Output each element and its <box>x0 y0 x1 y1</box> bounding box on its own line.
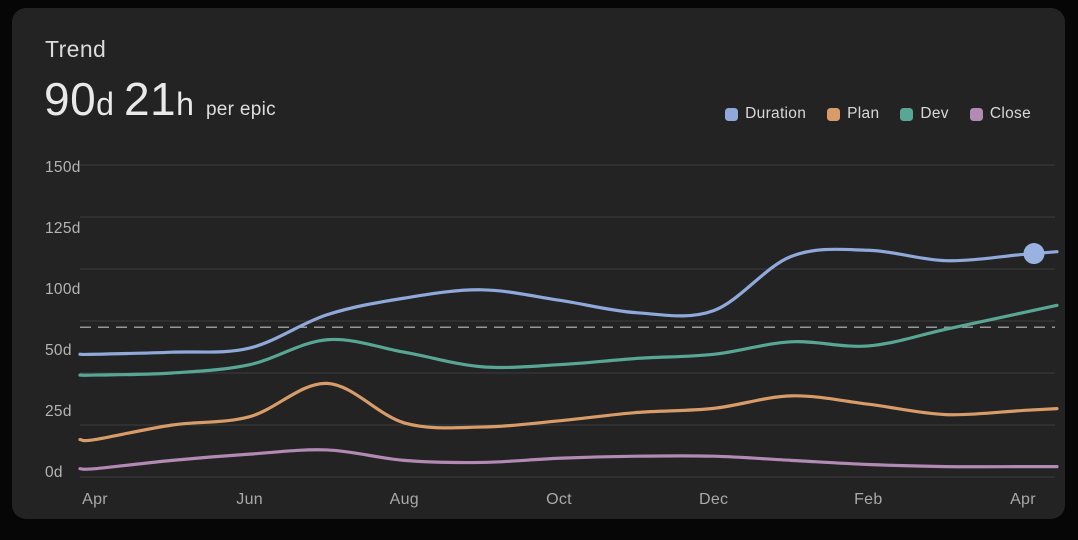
metric-suffix: per epic <box>205 99 276 120</box>
trend-chart <box>78 164 1059 478</box>
legend-swatch-icon <box>827 107 841 121</box>
metric-hours-unit: h <box>176 86 194 122</box>
legend-swatch-icon <box>969 107 983 121</box>
series-line-plan <box>78 381 1059 443</box>
legend-swatch-icon <box>900 107 914 121</box>
x-axis-tick-label: Oct <box>546 491 572 508</box>
metric-hours: 21 <box>123 73 177 125</box>
page-title: Trend <box>45 36 107 62</box>
legend-item-plan[interactable]: Plan <box>827 105 879 123</box>
x-axis-tick-label: Apr <box>1010 491 1036 508</box>
y-axis-tick-label: 50d <box>45 341 72 359</box>
chart-legend: Duration Plan Dev Close <box>725 105 1031 123</box>
x-axis-tick-label: Feb <box>854 491 883 508</box>
y-axis-tick-label: 100d <box>45 280 81 298</box>
legend-label: Duration <box>745 105 807 122</box>
series-line-duration <box>78 247 1059 357</box>
series-line-close <box>78 448 1059 471</box>
metric-value: 90 d 21 h per epic <box>44 72 276 126</box>
y-axis-tick-label: 150d <box>45 158 81 176</box>
metric-days-unit: d <box>96 86 114 122</box>
x-axis-tick-label: Apr <box>82 491 108 508</box>
trend-card: Trend 90 d 21 h per epic Duration Plan Dev… <box>12 8 1065 519</box>
legend-label: Plan <box>847 105 880 122</box>
legend-item-close[interactable]: Close <box>969 105 1031 123</box>
y-axis-tick-label: 0d <box>45 463 63 481</box>
legend-label: Close <box>989 105 1031 122</box>
legend-item-duration[interactable]: Duration <box>725 105 806 123</box>
x-axis-tick-label: Aug <box>389 491 420 508</box>
x-axis-tick-label: Dec <box>698 491 729 508</box>
legend-item-dev[interactable]: Dev <box>900 105 949 123</box>
y-axis-tick-label: 125d <box>45 219 81 237</box>
y-axis-tick-label: 25d <box>45 402 72 420</box>
latest-point-marker <box>1023 243 1045 265</box>
series-line-dev <box>78 303 1059 377</box>
legend-swatch-icon <box>725 107 739 121</box>
x-axis-tick-label: Jun <box>236 491 263 508</box>
legend-label: Dev <box>920 105 949 122</box>
metric-days: 90 <box>44 73 97 125</box>
